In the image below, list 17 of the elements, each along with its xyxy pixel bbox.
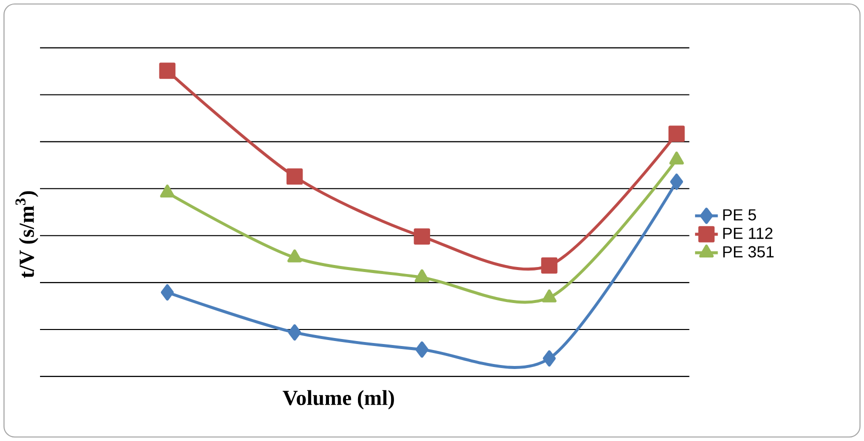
point <box>159 62 176 79</box>
y-axis-title: t/V (s/m$^{3}$) <box>16 191 38 278</box>
point <box>414 228 430 245</box>
x-axis-title: Volume (ml) <box>282 390 394 410</box>
legend-label: PE 5 <box>723 209 756 220</box>
legend-label: PE 351 <box>723 246 774 258</box>
point <box>669 152 684 165</box>
point <box>541 257 558 274</box>
point <box>160 184 175 198</box>
point <box>288 324 302 341</box>
point <box>415 341 428 358</box>
legend-label: PE 112 <box>723 228 772 239</box>
point <box>286 168 303 185</box>
point <box>668 126 685 142</box>
point <box>670 174 684 190</box>
point <box>160 284 174 301</box>
point <box>542 350 556 367</box>
